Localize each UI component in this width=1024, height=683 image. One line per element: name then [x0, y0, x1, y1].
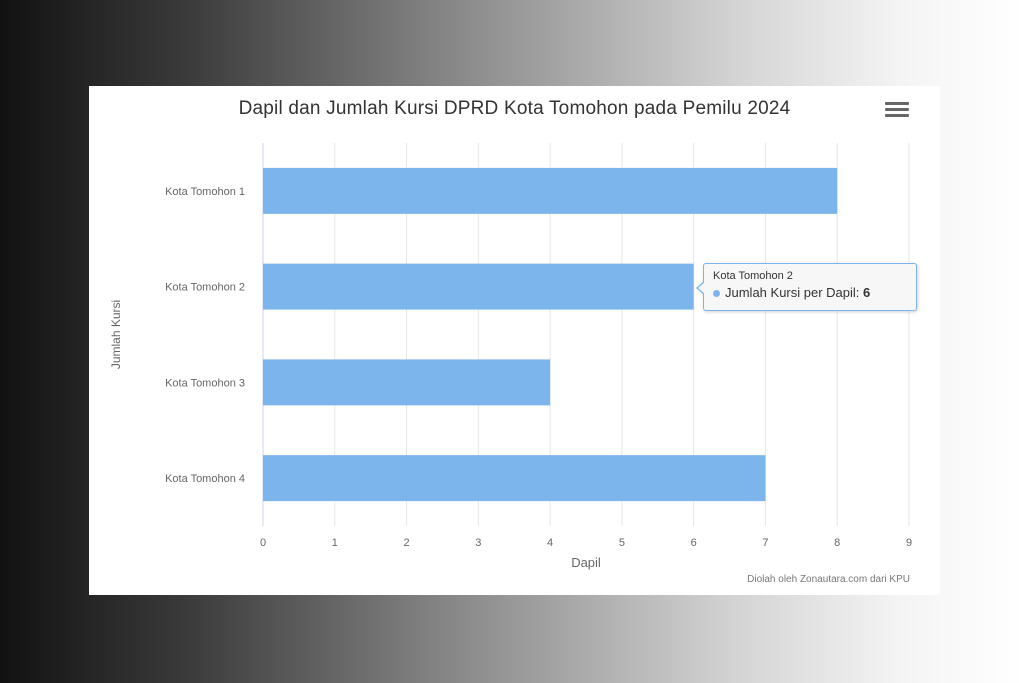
tooltip-category: Kota Tomohon 2 [713, 270, 793, 282]
tooltip-series-line: Jumlah Kursi per Dapil: 6 [713, 285, 870, 300]
series-dot-icon [713, 290, 720, 298]
x-tick-label: 4 [547, 537, 553, 549]
y-category-label: Kota Tomohon 1 [165, 186, 245, 198]
tooltip-value: 6 [863, 285, 871, 300]
bar[interactable] [263, 167, 838, 214]
x-tick-label: 9 [906, 537, 912, 549]
x-tick-label: 0 [260, 537, 266, 549]
bar[interactable] [263, 359, 551, 406]
tooltip-series-label: Jumlah Kursi per Dapil: [725, 285, 863, 300]
chart-card: Dapil dan Jumlah Kursi DPRD Kota Tomohon… [89, 86, 940, 595]
y-category-label: Kota Tomohon 3 [165, 377, 245, 389]
x-tick-label: 7 [762, 537, 768, 549]
x-tick-label: 8 [834, 537, 840, 549]
bar-chart-plot: 0 1 2 3 4 5 6 7 8 9 Kota Tomohon 1 Kota Tomohon 2 Ko… [109, 143, 912, 570]
bar-tooltip: Kota Tomohon 2 Jumlah Kursi per Dapil: 6 [696, 263, 917, 311]
chart-credits[interactable]: Diolah oleh Zonautara.com dari KPU [747, 574, 910, 585]
x-tick-label: 5 [619, 537, 625, 549]
x-tick-label: 3 [475, 537, 481, 549]
x-tick-label: 2 [403, 537, 409, 549]
x-tick-label: 6 [691, 537, 697, 549]
y-category-label: Kota Tomohon 2 [165, 282, 245, 294]
chart-title: Dapil dan Jumlah Kursi DPRD Kota Tomohon… [238, 98, 791, 119]
x-axis-title: Dapil [571, 555, 601, 570]
hamburger-menu-icon[interactable] [885, 102, 909, 122]
bar[interactable] [263, 455, 766, 502]
y-category-label: Kota Tomohon 4 [165, 473, 245, 485]
bar[interactable] [263, 263, 694, 310]
y-axis-title: Jumlah Kursi [109, 300, 123, 369]
x-tick-label: 1 [332, 537, 338, 549]
